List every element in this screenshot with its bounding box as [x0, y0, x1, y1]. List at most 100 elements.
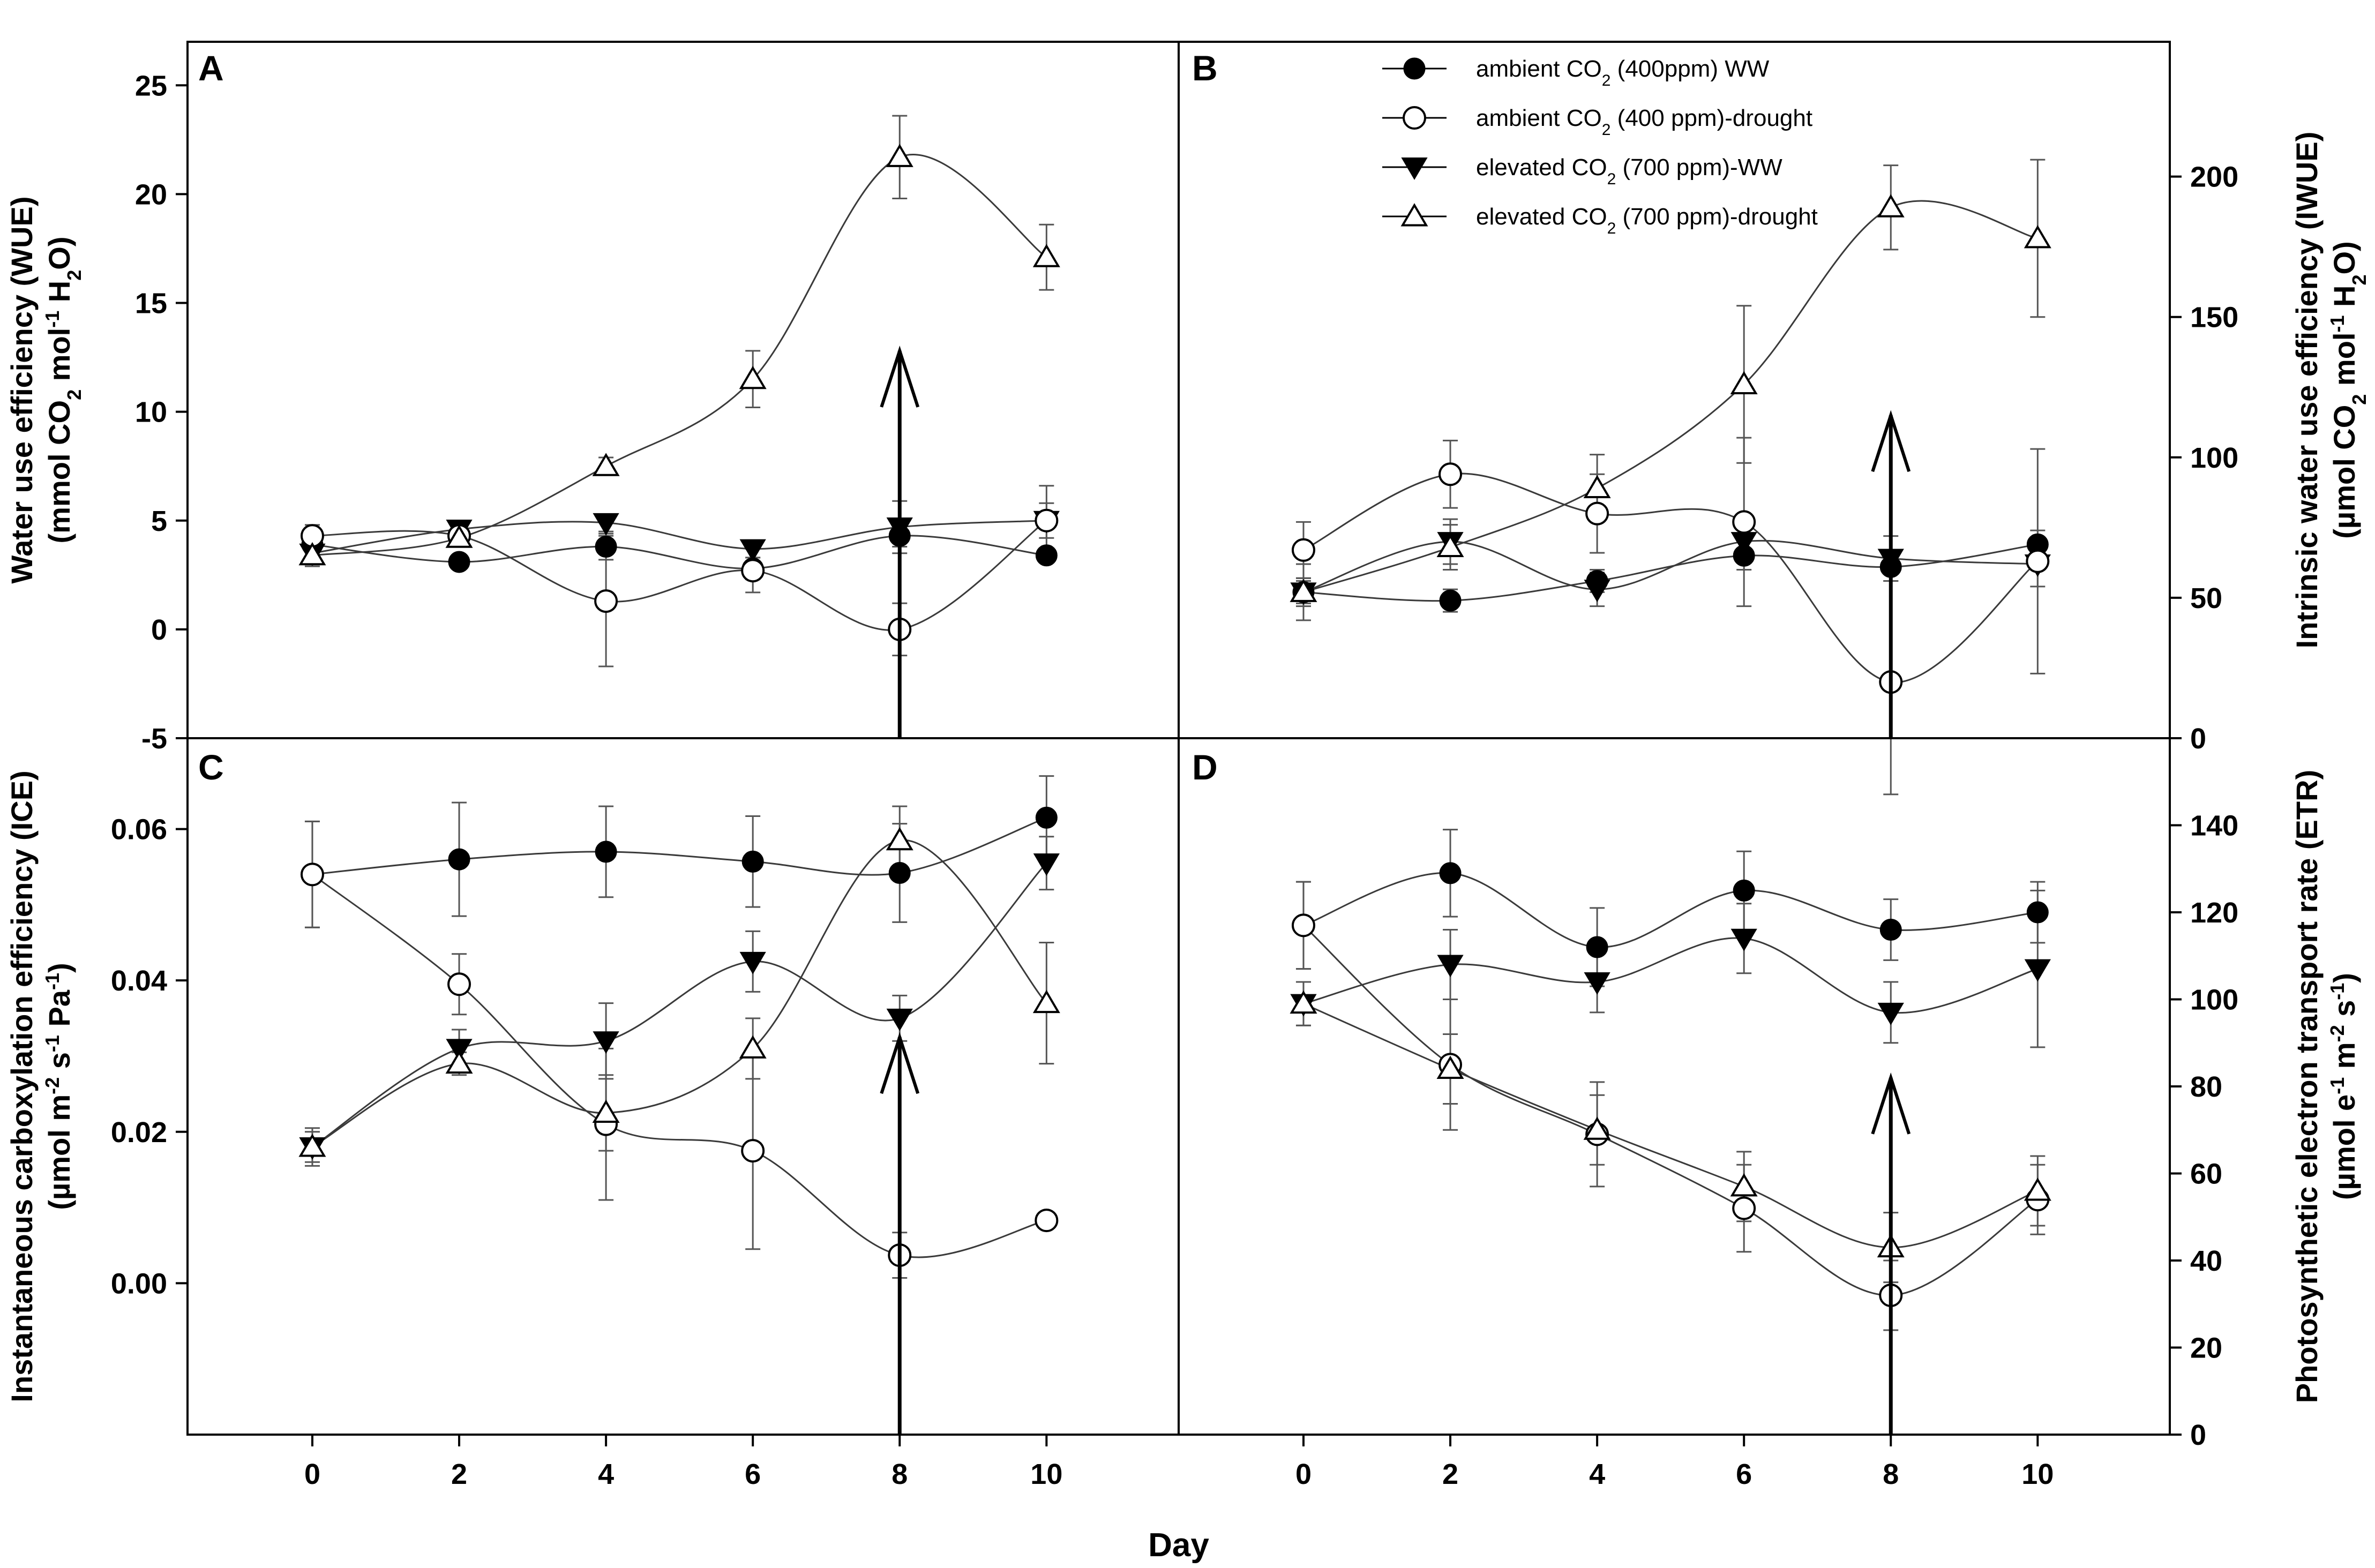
- panel-c-xtick-label: 6: [745, 1458, 761, 1490]
- panel-c-ambient-co2-400ppm-ww-point: [888, 862, 911, 884]
- panel-c-elevated-co2-700-ppm-drought-point: [1032, 989, 1060, 1014]
- panel-a-elevated-co2-700-ppm-ww-point: [593, 513, 619, 536]
- panel-a-elevated-co2-700-ppm-drought-point: [298, 542, 326, 566]
- panel-c-xtick-label: 2: [451, 1458, 467, 1490]
- panel-d-elevated-co2-700-ppm-ww-point: [1437, 955, 1464, 978]
- panel-a-ambient-co2-400ppm-ww-point: [448, 551, 470, 573]
- panel-d-ytick-label: 40: [2190, 1245, 2222, 1277]
- panel-d-ytick-label: 0: [2190, 1419, 2206, 1451]
- panel-a-ytick-label: -5: [141, 723, 167, 755]
- panel-d-ambient-co2-400ppm-ww-point: [2026, 901, 2049, 924]
- panel-d-elevated-co2-700-ppm-drought-point: [2024, 1177, 2051, 1201]
- panel-d-ytick-label: 120: [2190, 897, 2238, 929]
- panel-d-elevated-co2-700-ppm-drought-line: [1303, 1003, 2038, 1249]
- panel-d-arrow-head: [1871, 1072, 1911, 1135]
- panel-c-ytick-label: 0.00: [111, 1267, 167, 1300]
- panel-c-elevated-co2-700-ppm-drought-point: [739, 1035, 767, 1059]
- panel-d-elevated-co2-700-ppm-ww-point: [1584, 972, 1610, 995]
- panel-b-ambient-co2-400-ppm-drought-point: [1732, 510, 1756, 534]
- panel-d-ambient-co2-400-ppm-drought-line: [1302, 925, 2039, 1296]
- panel-b-ytick-label: 150: [2190, 302, 2238, 334]
- legend-label-open-circle: ambient CO2 (400 ppm)-drought: [1476, 105, 1812, 139]
- panel-c-ambient-co2-400ppm-ww-point: [741, 850, 764, 873]
- panel-a-ylabel-line1: Water use efficiency (WUE): [5, 197, 39, 584]
- panel-c-elevated-co2-700-ppm-drought-line: [312, 839, 1047, 1148]
- panel-c-ambient-co2-400-ppm-drought-point: [741, 1139, 765, 1163]
- panel-a-ambient-co2-400ppm-ww-point: [1035, 544, 1058, 567]
- panel-d-x-ticks: 0 2 4 6 8 10: [1295, 1435, 2054, 1490]
- panel-c-xtick-label: 0: [304, 1458, 320, 1490]
- panel-d-xtick-label: 2: [1442, 1458, 1458, 1490]
- panel-b-ambient-co2-400-ppm-drought-point: [2026, 549, 2050, 573]
- panel-d-ylabel-line2: (µmol e-1 m-2 s-1): [2326, 973, 2362, 1200]
- panel-d-elevated-co2-700-ppm-ww-point: [1877, 1002, 1904, 1025]
- panel-c-elevated-co2-700-ppm-ww-line: [312, 862, 1047, 1148]
- panel-c-x-ticks: 0 2 4 6 8 10: [304, 1435, 1062, 1490]
- panel-a-elevated-co2-700-ppm-drought-point: [886, 144, 913, 167]
- panel-d-ambient-co2-400ppm-ww-line: [1303, 872, 2038, 948]
- panel-a-data: [298, 115, 1060, 738]
- panel-d-elevated-co2-700-ppm-drought-point: [1436, 1055, 1464, 1079]
- panel-c-ambient-co2-400ppm-ww-line: [312, 816, 1047, 876]
- panel-a-arrow-head: [880, 346, 920, 408]
- panel-c-ambient-co2-400-ppm-drought-line: [312, 874, 1047, 1258]
- panel-d-ytick-label: 100: [2190, 984, 2238, 1016]
- panel-b-ylabel-line2: (µmol CO2 mol-1 H2O): [2326, 241, 2370, 538]
- panel-a-y-ticks: -5 0 5 10 15 20 25: [135, 70, 188, 755]
- panel-c-elevated-co2-700-ppm-ww-point: [1033, 853, 1060, 876]
- panel-a-ambient-co2-400-ppm-drought-point: [1035, 508, 1059, 532]
- panel-a-ambient-co2-400-ppm-drought-point: [594, 589, 618, 613]
- panel-b-data: [1290, 159, 2051, 796]
- panel-d: D 0 20 40 60 80 100 120 140 0 2 4 6 8 10 Photosynthe…: [1178, 737, 2362, 1490]
- legend-marker-open-triangle-up: [1400, 203, 1428, 227]
- panel-a-ambient-co2-400ppm-ww-line: [312, 535, 1047, 569]
- panel-c-data: [298, 775, 1060, 1435]
- panel-c: C 0.00 0.02 0.04 0.06 0 2 4 6 8 10 Instantaneous…: [5, 737, 1180, 1490]
- panel-d-elevated-co2-700-ppm-ww-point: [2024, 959, 2051, 982]
- panel-c-ambient-co2-400ppm-ww-point: [1035, 806, 1058, 829]
- panel-b-ambient-co2-400-ppm-drought-point: [1439, 462, 1463, 486]
- panel-c-elevated-co2-700-ppm-drought-point: [886, 827, 913, 851]
- panel-d-data: [1290, 829, 2051, 1435]
- panel-b-ambient-co2-400-ppm-drought-point: [1585, 501, 1609, 526]
- panel-d-xtick-label: 10: [2021, 1458, 2054, 1490]
- panel-b-elevated-co2-700-ppm-drought-point: [1877, 194, 1905, 217]
- panel-a-ytick-label: 5: [151, 505, 167, 537]
- panel-d-xtick-label: 0: [1295, 1458, 1312, 1490]
- panel-a-label: A: [198, 48, 224, 88]
- panel-c-xtick-label: 8: [891, 1458, 908, 1490]
- panel-d-ytick-label: 20: [2190, 1332, 2222, 1364]
- panel-b-elevated-co2-700-ppm-drought-point: [2024, 225, 2051, 249]
- panel-d-elevated-co2-700-ppm-drought-point: [1730, 1173, 1758, 1197]
- panel-c-elevated-co2-700-ppm-drought-point: [592, 1099, 620, 1123]
- panel-d-ambient-co2-400ppm-ww-point: [1439, 862, 1462, 884]
- panel-c-y-ticks: 0.00 0.02 0.04 0.06: [111, 814, 188, 1300]
- panel-c-label: C: [198, 747, 224, 787]
- panel-b-ytick-label: 200: [2190, 161, 2238, 193]
- panel-a-elevated-co2-700-ppm-drought-point: [445, 524, 473, 548]
- panel-d-y-ticks: 0 20 40 60 80 100 120 140: [2170, 810, 2238, 1451]
- panel-b-ambient-co2-400-ppm-drought-point: [1291, 538, 1315, 562]
- legend-marker-filled-triangle-down: [1401, 157, 1428, 180]
- panel-d-xtick-label: 6: [1736, 1458, 1752, 1490]
- panel-c-ambient-co2-400-ppm-drought-point: [1035, 1209, 1059, 1233]
- panel-a-elevated-co2-700-ppm-drought-point: [739, 365, 767, 389]
- legend-label-open-triangle-up: elevated CO2 (700 ppm)-drought: [1476, 204, 1818, 237]
- panel-b-elevated-co2-700-ppm-ww-point: [1584, 580, 1610, 603]
- panel-d-elevated-co2-700-ppm-drought-point: [1583, 1116, 1611, 1140]
- panel-c-elevated-co2-700-ppm-ww-point: [739, 951, 766, 974]
- panel-a-elevated-co2-700-ppm-drought-point: [1032, 244, 1060, 267]
- panel-c-elevated-co2-700-ppm-drought-point: [445, 1050, 473, 1074]
- panel-d-label: D: [1192, 747, 1218, 787]
- panel-b-arrow-head: [1871, 410, 1911, 472]
- panel-b-elevated-co2-700-ppm-drought-point: [1290, 579, 1317, 602]
- panel-b: B 0 50 100 150 200 Intrinsic water use effic…: [1178, 41, 2370, 796]
- panel-b-ambient-co2-400ppm-ww-point: [1439, 589, 1462, 612]
- panel-d-elevated-co2-700-ppm-ww-point: [1730, 928, 1757, 951]
- panel-d-ytick-label: 60: [2190, 1158, 2222, 1190]
- panel-c-elevated-co2-700-ppm-ww-point: [593, 1031, 619, 1054]
- panel-c-ytick-label: 0.04: [111, 965, 167, 997]
- panel-d-xtick-label: 4: [1589, 1458, 1605, 1490]
